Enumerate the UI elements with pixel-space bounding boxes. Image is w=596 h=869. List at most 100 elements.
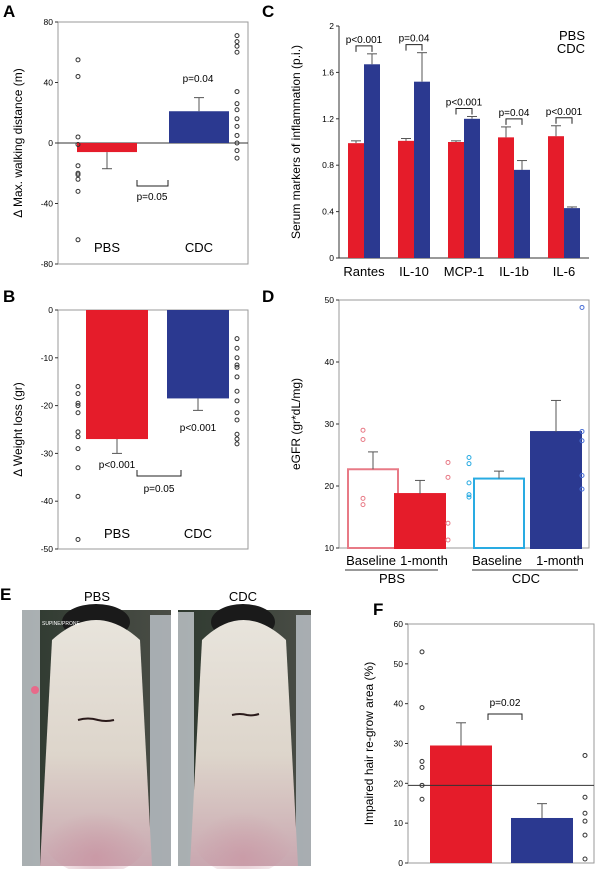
panel-b-point-pbs [75, 400, 81, 406]
panel-d-cat-pbs-1-month: 1-month [400, 553, 448, 568]
panel-a-point-cdc [234, 116, 240, 122]
panel-b-point-pbs [75, 434, 81, 440]
panel-d-group-cdc: CDC [512, 571, 540, 586]
panel-f-y-tick-label: 50 [394, 659, 404, 669]
panel-c-chart: 0 0.4 0.8 1.2 1.6 2 Serum markers of inflammat… [289, 21, 589, 279]
panel-d-point-pbs [360, 427, 366, 433]
panel-d-chart: 50 40 30 20 10 eGFR (gr*dL/mg) Baseline 1-month… [289, 295, 590, 586]
panel-b-point-pbs [75, 383, 81, 389]
panel-a-y-tick-label: 0 [48, 138, 53, 148]
panel-d-point-cdc [579, 428, 585, 434]
panel-d-point-pbs [360, 495, 366, 501]
panel-d-point-cdc [579, 438, 585, 444]
panel-d-y-tick-label: 30 [325, 419, 335, 429]
panel-c-y-tick-label: 0 [329, 253, 334, 263]
panel-b-point-cdc [234, 364, 240, 370]
panel-d-point-pbs [445, 474, 451, 480]
panel-a-y-tick-label: 40 [44, 78, 54, 88]
panel-b-y-tick-label: -20 [41, 401, 54, 411]
panel-f-y-tick-label: 10 [394, 818, 404, 828]
panel-b-point-pbs [75, 410, 81, 416]
panel-c-cat-mcp-1: MCP-1 [444, 264, 484, 279]
panel-c-bar-cdc-mcp-1 [464, 118, 480, 258]
panel-b-chart: 0 -10 -20 -30 -40 -50 Δ Weight loss (gr) PBS CDC… [11, 305, 249, 554]
panel-a-compare-pvalue: p=0.05 [137, 192, 168, 203]
panel-b-point-cdc [234, 398, 240, 404]
panel-d-bar-cdc-1-month [530, 431, 582, 549]
panel-d-point-cdc [466, 492, 472, 498]
panel-f-bar-cdc [511, 817, 573, 863]
panel-b-pbs-pvalue: p<0.001 [99, 460, 136, 471]
panel-d-y-tick-label: 20 [325, 481, 335, 491]
panel-a-y-tick-label: 80 [44, 17, 54, 27]
panel-a-bar-pbs [77, 143, 137, 153]
panel-b-point-cdc [234, 336, 240, 342]
panel-b-bar-cdc [167, 310, 229, 399]
panel-d-point-cdc [579, 304, 585, 310]
panel-a-point-pbs [75, 172, 81, 178]
panel-c-bar-pbs-mcp-1 [448, 142, 464, 258]
panel-f-compare-pvalue: p=0.02 [490, 698, 521, 709]
panel-d-point-pbs [445, 459, 451, 465]
panel-b-point-cdc [234, 410, 240, 416]
panel-f-point-pbs [419, 649, 425, 655]
panel-label-e: E [0, 585, 11, 604]
panel-b-cdc-pvalue: p<0.001 [180, 423, 217, 434]
panel-b-point-cdc [234, 417, 240, 423]
panel-c-bracket-il-10 [405, 44, 423, 51]
panel-c-pvalue-mcp-1: p<0.001 [446, 97, 483, 108]
panel-c-legend-pbs: PBS [559, 28, 585, 43]
panel-a-y-tick-label: -80 [41, 259, 54, 269]
panel-a-point-cdc [234, 132, 240, 138]
panel-d-cat-pbs-baseline: Baseline [346, 553, 396, 568]
panel-c-bracket-mcp-1 [455, 107, 473, 115]
panel-d-point-pbs [360, 437, 366, 442]
panel-f-y-tick-label: 30 [394, 739, 404, 749]
panel-f-point-cdc [582, 752, 588, 758]
photo-cdc [178, 604, 311, 869]
panel-c-y-tick-label: 0.4 [322, 207, 334, 217]
panel-d-cat-cdc-baseline: Baseline [472, 553, 522, 568]
panel-b-point-cdc [234, 345, 240, 351]
panel-label-a: A [3, 2, 15, 21]
panel-c-pvalue-il-1b: p=0.04 [499, 108, 530, 119]
panel-a-chart: 80 40 0 -40 -80 Δ Max. walking distance (m) PB… [11, 17, 249, 269]
panel-a-point-cdc [234, 39, 240, 45]
panel-b-point-pbs [75, 391, 81, 397]
panel-a-point-pbs [75, 134, 81, 140]
panel-d-point-cdc [466, 494, 472, 500]
panel-a-point-cdc [234, 43, 240, 49]
panel-d-bar-pbs-baseline [347, 468, 399, 550]
panel-a-compare-bracket [136, 180, 169, 187]
panel-a-point-cdc [234, 101, 240, 107]
panel-f-point-cdc [582, 832, 588, 838]
panel-b-point-pbs [75, 465, 81, 471]
panel-f-y-tick-label: 0 [398, 858, 403, 868]
photo-title-cdc: CDC [229, 589, 257, 604]
panel-f-y-tick-label: 20 [394, 778, 404, 788]
panel-d-cat-cdc-1-month: 1-month [536, 553, 584, 568]
panel-b-cat-pbs: PBS [104, 526, 130, 541]
panel-c-y-tick-label: 1.2 [322, 114, 334, 124]
panel-d-point-cdc [466, 480, 472, 486]
panel-f-point-pbs [419, 758, 425, 764]
panel-b-point-cdc [234, 388, 240, 394]
panel-a-cdc-pvalue: p=0.04 [183, 74, 214, 85]
panel-b-point-cdc [234, 355, 240, 361]
photo-pbs [22, 604, 171, 869]
panel-f-point-cdc [582, 856, 588, 862]
panel-c-bar-pbs-rantes [348, 143, 364, 258]
panel-b-point-pbs [75, 493, 81, 499]
panel-b-point-pbs [75, 429, 81, 435]
panel-c-cat-rantes: Rantes [343, 264, 385, 279]
panel-b-point-cdc [234, 374, 240, 380]
panel-d-group-pbs: PBS [379, 571, 405, 586]
panel-a-point-cdc [234, 155, 240, 161]
panel-c-bracket-il-1b [505, 118, 523, 125]
panel-b-point-cdc [234, 436, 240, 442]
panel-a-point-pbs [75, 73, 81, 79]
panel-d-bar-pbs-1-month [394, 493, 446, 549]
panel-b-point-cdc [234, 441, 240, 447]
panel-d-point-pbs [360, 502, 366, 508]
